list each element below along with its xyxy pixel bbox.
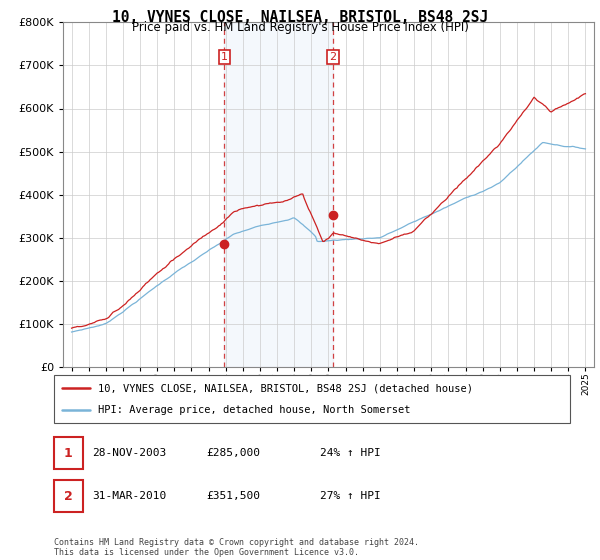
- Text: 10, VYNES CLOSE, NAILSEA, BRISTOL, BS48 2SJ (detached house): 10, VYNES CLOSE, NAILSEA, BRISTOL, BS48 …: [98, 383, 473, 393]
- Text: 28-NOV-2003: 28-NOV-2003: [92, 448, 166, 458]
- Text: £351,500: £351,500: [206, 491, 260, 501]
- Text: Contains HM Land Registry data © Crown copyright and database right 2024.
This d: Contains HM Land Registry data © Crown c…: [54, 538, 419, 557]
- Text: 2: 2: [64, 489, 73, 503]
- FancyBboxPatch shape: [54, 375, 570, 423]
- Text: Price paid vs. HM Land Registry's House Price Index (HPI): Price paid vs. HM Land Registry's House …: [131, 21, 469, 34]
- Text: 31-MAR-2010: 31-MAR-2010: [92, 491, 166, 501]
- FancyBboxPatch shape: [54, 437, 83, 469]
- Text: 1: 1: [64, 446, 73, 460]
- FancyBboxPatch shape: [54, 480, 83, 512]
- Text: HPI: Average price, detached house, North Somerset: HPI: Average price, detached house, Nort…: [98, 405, 410, 415]
- Text: £285,000: £285,000: [206, 448, 260, 458]
- Text: 1: 1: [221, 52, 228, 62]
- Bar: [224, 22, 333, 367]
- Text: 10, VYNES CLOSE, NAILSEA, BRISTOL, BS48 2SJ: 10, VYNES CLOSE, NAILSEA, BRISTOL, BS48 …: [112, 10, 488, 25]
- Text: 2: 2: [329, 52, 337, 62]
- Text: 24% ↑ HPI: 24% ↑ HPI: [320, 448, 380, 458]
- Text: 27% ↑ HPI: 27% ↑ HPI: [320, 491, 380, 501]
